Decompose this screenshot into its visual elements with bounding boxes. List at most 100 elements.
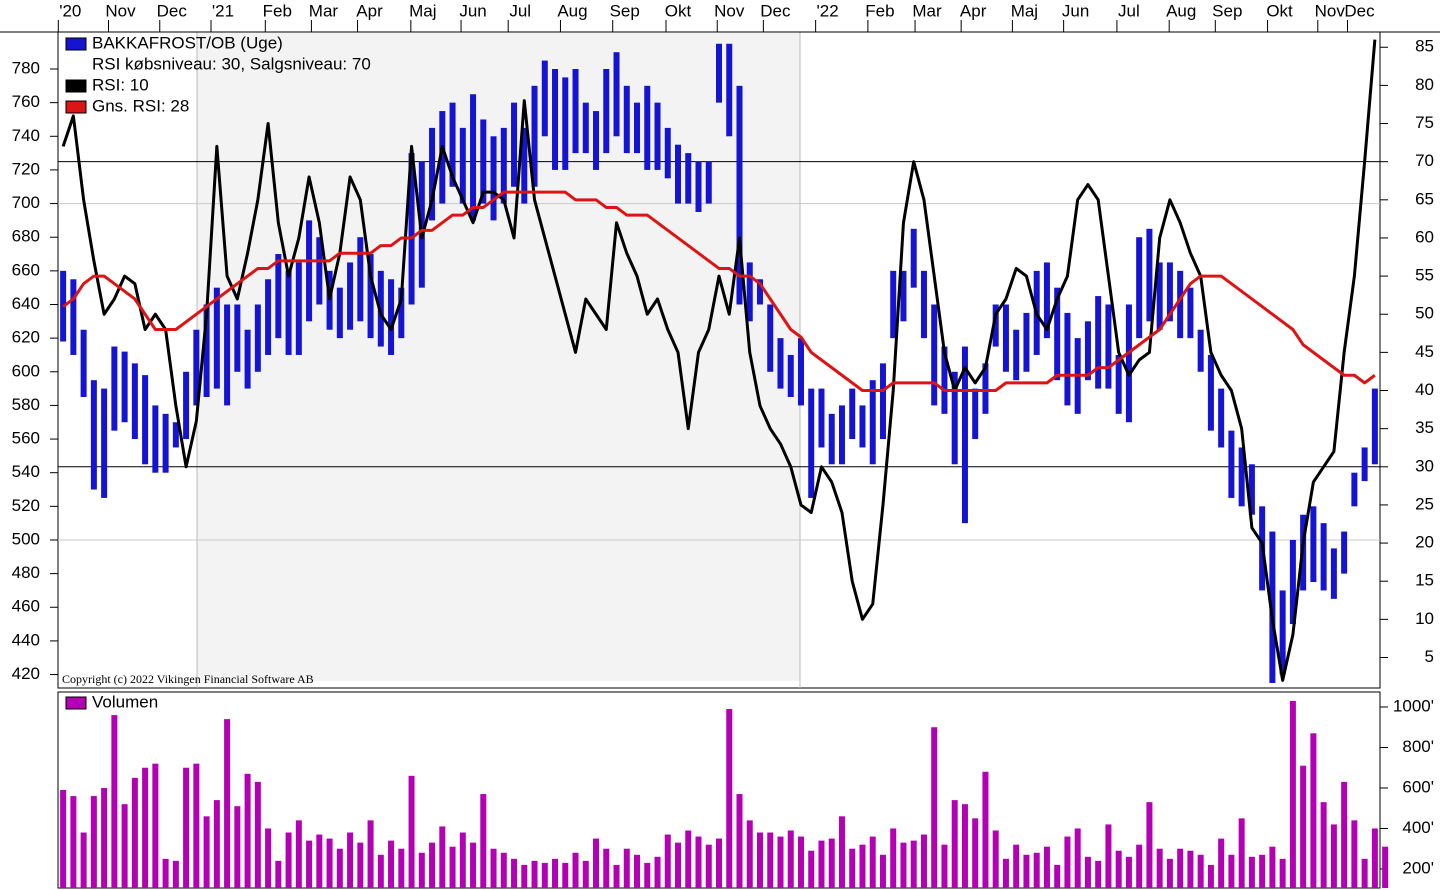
volume-bar <box>644 862 651 888</box>
y-tick-label: 620 <box>12 328 40 347</box>
y-tick-label: 540 <box>12 462 40 481</box>
hl-bar <box>265 279 272 355</box>
hl-bar <box>603 69 610 154</box>
volume-bar <box>1013 844 1020 888</box>
y2-tick-label: 55 <box>1415 266 1434 285</box>
volume-bar <box>357 842 364 888</box>
hl-bar <box>1013 329 1020 381</box>
hl-bar <box>582 102 589 154</box>
volume-bar <box>1105 824 1112 888</box>
hl-bar <box>1125 304 1132 423</box>
hl-bar <box>797 338 804 406</box>
volume-bar <box>429 842 436 888</box>
hl-bar <box>818 388 825 448</box>
y-tick-label: 200' <box>1402 858 1434 877</box>
x-tick-label: Mar <box>912 1 942 20</box>
volume-bar <box>377 854 384 888</box>
hl-bar <box>90 380 97 490</box>
volume-bar <box>90 796 97 888</box>
volume-bar <box>1043 846 1050 888</box>
hl-bar <box>695 161 702 212</box>
hl-bar <box>1166 262 1173 322</box>
y2-tick-label: 40 <box>1415 380 1434 399</box>
volume-bar <box>500 852 507 888</box>
volume-bar <box>162 858 169 888</box>
hl-bar <box>1207 354 1214 431</box>
hl-bar <box>675 144 682 204</box>
volume-bar <box>213 800 220 888</box>
plot-layer: '20 Nov Dec '21 Feb Mar Apr Maj Jun Jul Aug Sep Okt N… <box>12 1 1434 888</box>
volume-bar <box>1002 858 1009 888</box>
hl-bar <box>449 102 456 187</box>
y2-tick-label: 5 <box>1425 647 1434 666</box>
x-tick-label: Aug <box>1166 1 1196 20</box>
volume-bar <box>951 800 958 888</box>
x-tick-label: Jun <box>459 1 486 20</box>
volume-bar <box>326 838 333 888</box>
volume-bar <box>1330 824 1337 888</box>
rsi-line <box>61 39 1377 682</box>
rsi-line <box>62 190 1376 393</box>
volume-bar <box>1289 700 1296 888</box>
hl-bar <box>1197 329 1204 372</box>
hl-bar <box>1218 388 1225 448</box>
volume-bar <box>60 790 67 888</box>
y-tick-label: 800' <box>1402 737 1434 756</box>
hl-bar <box>244 329 251 389</box>
hl-bar <box>961 346 968 524</box>
hl-bar <box>972 388 979 440</box>
volume-bar <box>1095 860 1102 888</box>
hl-bar <box>849 388 856 440</box>
x-tick-label: Feb <box>865 1 894 20</box>
hl-bar <box>716 43 722 103</box>
y2-tick-label: 35 <box>1415 418 1434 437</box>
hl-bar <box>142 375 149 465</box>
hl-bar <box>726 43 733 137</box>
volume-bar <box>1320 802 1327 888</box>
x-tick-label: Maj <box>1011 1 1038 20</box>
volume-bar <box>695 836 702 888</box>
hl-bar <box>879 363 886 440</box>
hl-bar <box>131 363 138 440</box>
volume-bar <box>459 832 466 888</box>
hl-bar <box>746 262 753 322</box>
x-tick-label: Jun <box>1062 1 1089 20</box>
y2-tick-label: 70 <box>1415 151 1434 170</box>
y2-tick-label: 20 <box>1415 533 1434 552</box>
x-tick-label: Apr <box>356 1 383 20</box>
x-tick-label: Nov <box>1315 1 1346 20</box>
y-tick-label: 640 <box>12 294 40 313</box>
hl-bar <box>398 287 405 339</box>
volume-bar <box>490 848 497 888</box>
y-tick-label: 1000' <box>1393 696 1434 715</box>
x-tick-label: Nov <box>714 1 745 20</box>
y2-tick-label: 45 <box>1415 342 1434 361</box>
volume-bar <box>582 860 589 888</box>
hl-bar <box>1279 590 1286 675</box>
volume-bar <box>1351 820 1358 888</box>
hl-bar <box>172 422 179 448</box>
hl-bar <box>1238 447 1245 507</box>
hl-bar <box>756 279 763 305</box>
hl-bar <box>347 262 354 330</box>
volume-bar <box>849 848 856 888</box>
legend-swatch <box>65 696 87 710</box>
y2-tick-label: 60 <box>1415 227 1434 246</box>
hl-bar <box>490 136 497 221</box>
volume-bar <box>613 864 620 888</box>
hl-bar <box>572 69 579 154</box>
hl-bar <box>80 329 87 398</box>
volume-bar <box>203 816 210 888</box>
volume-bar <box>552 858 559 888</box>
x-tick-label: Sep <box>1212 1 1242 20</box>
legend-swatch <box>65 79 87 93</box>
volume-bar <box>910 840 917 888</box>
volume-bar <box>367 820 374 888</box>
x-tick-label: '22 <box>817 1 839 20</box>
volume-bar <box>347 832 354 888</box>
volume-bar <box>1228 854 1235 888</box>
volume-bar <box>1341 781 1348 888</box>
volume-bar <box>726 709 733 888</box>
volume-bar <box>767 832 774 888</box>
